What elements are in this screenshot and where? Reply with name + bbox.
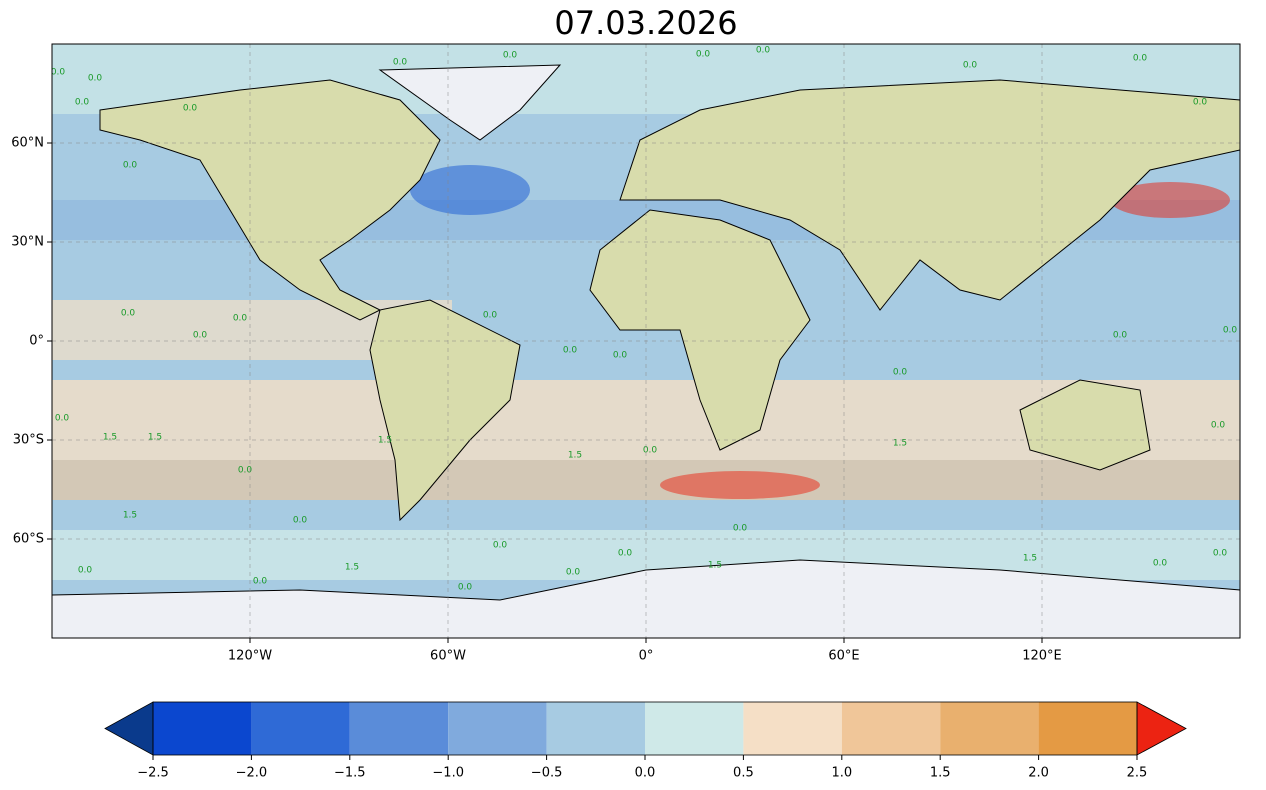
- contour-label: 0.0: [78, 566, 93, 576]
- colorbar-tick-label: −1.5: [334, 766, 366, 781]
- y-tick-label: 0°: [29, 334, 44, 349]
- colorbar-tick-label: 1.0: [831, 766, 852, 781]
- contour-label: 0.0: [503, 51, 518, 61]
- colorbar-extend-over: [1136, 701, 1187, 756]
- contour-label: 1.5: [103, 433, 117, 443]
- x-tick-label: 120°W: [228, 649, 272, 664]
- colorbar-segment: [349, 702, 449, 755]
- x-tick-label: 60°E: [828, 649, 859, 664]
- contour-label: 0.0: [1113, 331, 1128, 341]
- x-tick-label: 0°: [639, 649, 654, 664]
- colorbar-segment: [251, 702, 350, 755]
- colorbar-segment: [940, 702, 1039, 755]
- anomaly-blob: [1110, 182, 1230, 218]
- colorbar-segment: [645, 702, 744, 755]
- contour-label: 0.0: [393, 58, 408, 68]
- contour-label: 0.0: [88, 74, 103, 84]
- colorbar-segment: [546, 702, 645, 755]
- contour-label: 1.5: [708, 561, 722, 571]
- colorbar-segment: [743, 702, 842, 755]
- contour-label: 0.0: [1211, 421, 1226, 431]
- contour-label: 1.5: [345, 563, 359, 573]
- contour-label: 0.0: [193, 331, 208, 341]
- contour-label: 0.0: [55, 414, 70, 424]
- contour-label: 0.0: [1213, 549, 1228, 559]
- contour-label: 0.0: [566, 568, 581, 578]
- anomaly-blob: [410, 165, 530, 215]
- land: [99, 79, 1241, 522]
- contour-label: 0.0: [756, 46, 771, 56]
- colorbar-tick-label: 0.5: [733, 766, 754, 781]
- contour-label: 0.0: [493, 541, 508, 551]
- contour-label: 0.0: [1133, 54, 1148, 64]
- y-tick-label: 60°S: [13, 532, 44, 547]
- contour-label: 0.0: [483, 311, 498, 321]
- contour-label: 0.0: [293, 516, 308, 526]
- contour-label: 1.5: [1023, 554, 1037, 564]
- colorbar-segment: [448, 702, 547, 755]
- x-tick-label: 60°W: [430, 649, 466, 664]
- anomaly-blob: [660, 471, 820, 499]
- contour-label: 0.0: [183, 104, 198, 114]
- contour-label: 0.0: [613, 351, 628, 361]
- colorbar-tick-label: 2.0: [1028, 766, 1049, 781]
- contour-label: 0.0: [618, 549, 633, 559]
- colorbar-tick-label: 2.5: [1127, 766, 1148, 781]
- x-tick-label: 120°E: [1022, 649, 1062, 664]
- contour-label: 0.0: [123, 161, 138, 171]
- contour-label: 1.5: [123, 511, 137, 521]
- contour-label: 0.0: [893, 368, 908, 378]
- contour-label: 0.0: [643, 446, 658, 456]
- colorbar-tick-label: −2.0: [236, 766, 268, 781]
- contour-label: 1.5: [568, 451, 582, 461]
- colorbar-tick-label: −0.5: [531, 766, 563, 781]
- title: 07.03.2026: [554, 4, 737, 42]
- contour-label: 0.0: [253, 577, 268, 587]
- contour-label: 0.0: [458, 583, 473, 593]
- contour-label: 0.0: [696, 50, 711, 60]
- contour-label: 0.0: [51, 68, 66, 78]
- contour-label: 1.5: [378, 436, 392, 446]
- colorbar-segment: [1038, 702, 1137, 755]
- colorbar-segment: [841, 702, 941, 755]
- contour-label: 0.0: [963, 61, 978, 71]
- contour-label: 0.0: [233, 314, 248, 324]
- map-frame: [51, 43, 1241, 639]
- contour-label: 0.0: [1223, 326, 1238, 336]
- colorbar-tick-label: 1.5: [930, 766, 951, 781]
- contour-label: 0.0: [1153, 559, 1168, 569]
- contour-label: 0.0: [563, 346, 578, 356]
- contour-label: 0.0: [1193, 98, 1208, 108]
- colorbar-tick-label: 0.0: [635, 766, 656, 781]
- colorbar-segment: [153, 702, 252, 755]
- contour-label: 1.5: [148, 433, 162, 443]
- contour-label: 1.5: [893, 439, 907, 449]
- y-tick-label: 60°N: [11, 136, 44, 151]
- y-tick-label: 30°N: [11, 235, 44, 250]
- colorbar-tick-label: −2.5: [137, 766, 169, 781]
- colorbar-tick-label: −1.0: [432, 766, 464, 781]
- contour-label: 0.0: [75, 98, 90, 108]
- contour-label: 0.0: [238, 466, 253, 476]
- colorbar-extend-under: [104, 701, 154, 756]
- map: 0.0 0.0 0.0 0.0 0.0 0.0 0.0 0.0 0.0 0.0 0.0 0.0 0.0 0…: [11, 43, 1241, 664]
- contour-label: 0.0: [733, 524, 748, 534]
- contour-label: 0.0: [121, 309, 136, 319]
- colorbar: −2.5 −2.0 −1.5 −1.0 −0.5 0.0 0.5 1.0 1.5 2.0 2.5: [104, 701, 1187, 781]
- y-tick-label: 30°S: [13, 433, 44, 448]
